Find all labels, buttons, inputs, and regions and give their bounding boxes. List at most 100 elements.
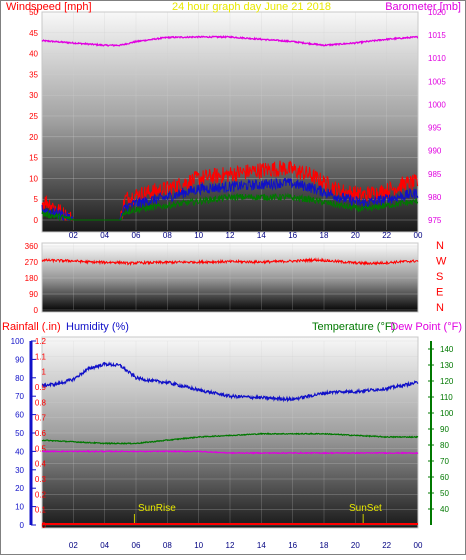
humidity-tick-label: 0.2 [35,490,47,499]
rain-tick-label: 100 [11,337,25,346]
temp-tick-label: 50 [440,489,449,498]
wind-x-tick-label: 00 [414,231,423,240]
wind-tick-label: 5 [34,195,39,204]
wind-x-tick-label: 12 [226,231,235,240]
temp-tick-label: 90 [440,425,449,434]
series-layer [41,35,419,525]
humidity-tick-label: 0.5 [35,444,47,453]
dewpoint-line [41,449,419,455]
wind-x-tick-label: 06 [132,231,141,240]
sunrise-label: SunRise [138,503,176,514]
compass-label: E [436,287,443,299]
temp-tick-label: 40 [440,505,449,514]
rain-tick-label: 50 [15,429,24,438]
wind-tick-label: 50 [29,8,38,17]
wind-x-tick-label: 08 [163,231,172,240]
grid-layer: 0510152025303540455097598098599099510001… [11,8,454,550]
barometer-line [41,35,419,47]
temp-tick-label: 140 [440,345,454,354]
rain-tick-label: 0 [20,521,25,530]
barometer-tick-label: 995 [428,124,442,133]
direction-tick-label: 0 [34,306,39,315]
humidity-tick-label: 0.3 [35,475,47,484]
barometer-tick-label: 1020 [428,8,446,17]
wind-tick-label: 25 [29,112,38,121]
temp-tick-label: 70 [440,457,449,466]
climate-x-tick-label: 14 [257,541,266,550]
climate-x-tick-label: 22 [382,541,391,550]
barometer-tick-label: 1010 [428,54,446,63]
temp-tick-label: 110 [440,393,453,402]
barometer-tick-label: 1000 [428,100,446,109]
barometer-label: Barometer [mb] [385,1,461,13]
humidity-line [41,361,419,403]
barometer-tick-label: 975 [428,216,442,225]
wind-x-tick-label: 14 [257,231,266,240]
wind-x-tick-label: 02 [69,231,78,240]
wind-tick-label: 40 [29,50,38,59]
rainfall-label: Rainfall (.in) [2,321,61,333]
humidity-tick-label: 0 [42,521,47,530]
direction-tick-label: 90 [29,290,38,299]
wind-tick-label: 20 [29,133,38,142]
climate-x-tick-label: 18 [320,541,329,550]
humidity-tick-label: 1 [42,368,47,377]
graph-title: 24 hour graph day June 21 2018 [172,1,331,13]
climate-x-tick-label: 02 [69,541,78,550]
climate-x-tick-label: 16 [288,541,297,550]
wind-tick-label: 30 [29,91,38,100]
humidity-label: Humidity (%) [66,321,129,333]
climate-x-tick-label: 10 [194,541,203,550]
wind-tick-label: 0 [34,216,39,225]
humidity-tick-label: 0.1 [35,506,47,515]
climate-x-tick-label: 20 [351,541,360,550]
wind-x-tick-label: 18 [320,231,329,240]
temp-tick-label: 60 [440,473,449,482]
humidity-tick-label: 0.8 [35,398,47,407]
windspeed-label: Windspeed [mph] [6,1,92,13]
climate-x-tick-label: 12 [226,541,235,550]
climate-x-tick-label: 00 [414,541,423,550]
rain-tick-label: 80 [15,374,24,383]
barometer-tick-label: 1015 [428,31,446,40]
sunset-label: SunSet [349,503,382,514]
direction-panel-bg [41,242,419,313]
wind-tick-label: 45 [29,29,38,38]
dewpoint-label: Dew Point (°F) [390,321,462,333]
temp-tick-label: 130 [440,361,454,370]
temperature-line [41,432,419,445]
temp-tick-label: 120 [440,377,454,386]
rain-tick-label: 70 [15,392,24,401]
temp-tick-label: 80 [440,441,449,450]
compass-label: N [436,302,444,314]
rain-tick-label: 60 [15,411,24,420]
compass-label: W [436,256,447,268]
direction-tick-label: 180 [25,274,39,283]
humidity-tick-label: 0.6 [35,429,47,438]
compass-label: S [436,271,443,283]
wind-x-tick-label: 16 [288,231,297,240]
temperature-label: Temperature (°F) [312,321,395,333]
wind-x-tick-label: 10 [194,231,203,240]
temp-tick-label: 100 [440,409,454,418]
barometer-tick-label: 980 [428,193,442,202]
humidity-tick-label: 1.1 [35,352,47,361]
humidity-tick-label: 1.2 [35,337,47,346]
climate-x-tick-label: 08 [163,541,172,550]
direction-tick-label: 360 [25,242,39,251]
wind-tick-label: 35 [29,70,38,79]
wind-x-tick-label: 04 [100,231,109,240]
compass-label: N [436,240,444,252]
wind-tick-label: 10 [29,174,38,183]
barometer-tick-label: 985 [428,170,442,179]
wind-direction-line [41,257,419,267]
humidity-tick-label: 0.7 [35,414,47,423]
barometer-tick-label: 1005 [428,77,446,86]
humidity-tick-label: 0.4 [35,460,47,469]
humidity-tick-label: 0.9 [35,383,47,392]
wind-series-line [41,192,419,222]
rain-tick-label: 90 [15,355,24,364]
rain-tick-label: 10 [15,503,24,512]
